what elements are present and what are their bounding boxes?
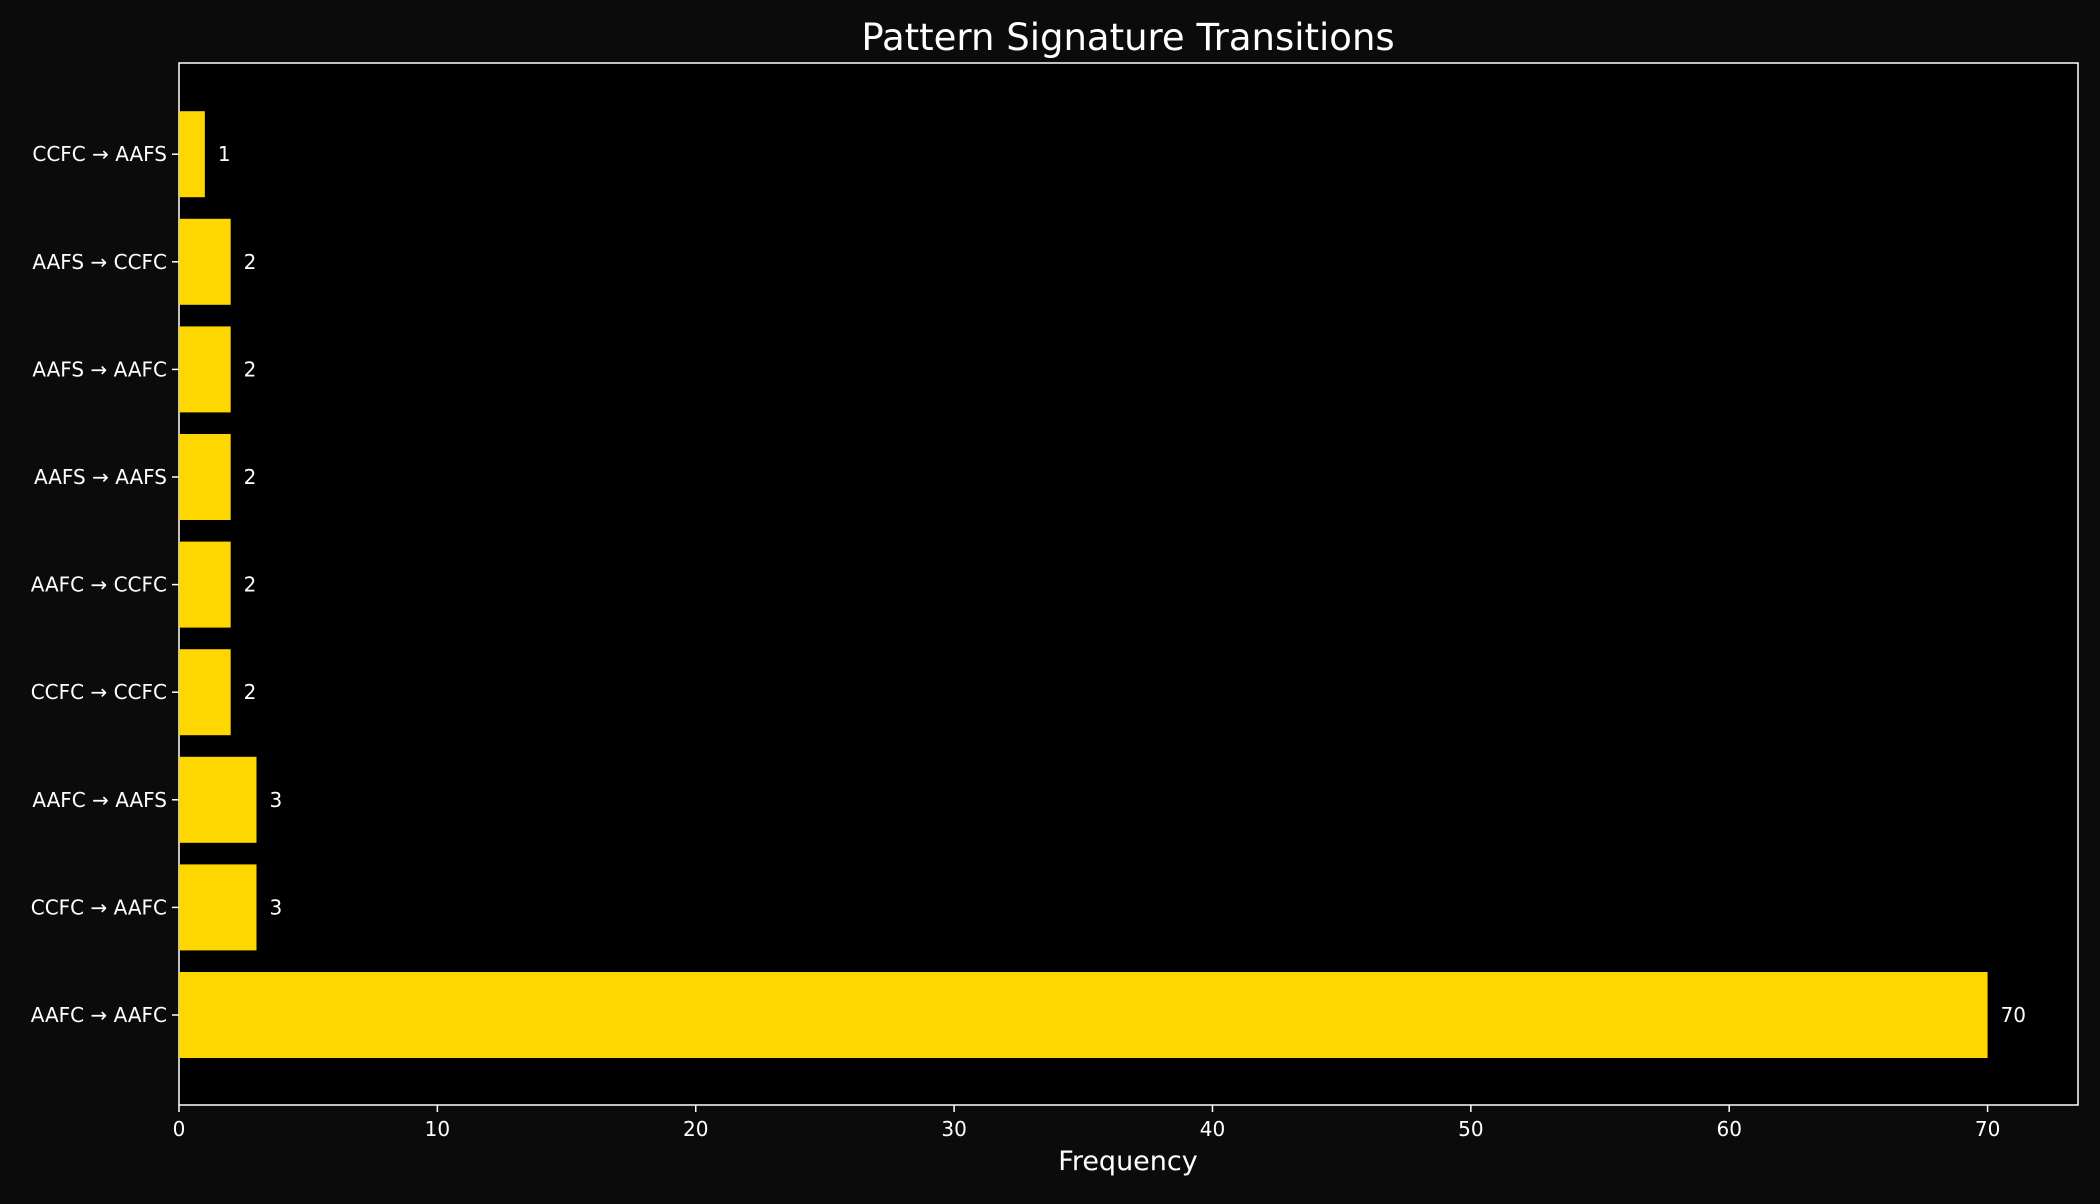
y-tick-label: CCFC → AAFS bbox=[32, 142, 167, 166]
x-tick-label: 50 bbox=[1458, 1117, 1483, 1141]
data-label: 1 bbox=[218, 142, 231, 166]
y-tick-label: AAFS → AAFC bbox=[32, 357, 167, 381]
bar bbox=[179, 111, 205, 198]
data-label: 3 bbox=[270, 788, 283, 812]
y-tick-label: AAFC → CCFC bbox=[31, 573, 167, 597]
bars-layer: 70 3 3 2 2 2 2 2 1 bbox=[179, 111, 2026, 1058]
bar bbox=[179, 326, 231, 413]
x-tick-label: 20 bbox=[683, 1117, 708, 1141]
y-tick-label: AAFS → AAFS bbox=[34, 465, 167, 489]
x-axis: 0 10 20 30 40 50 60 70 bbox=[173, 1105, 2000, 1141]
chart-title: Pattern Signature Transitions bbox=[861, 16, 1394, 59]
x-tick-label: 40 bbox=[1200, 1117, 1225, 1141]
data-label: 2 bbox=[244, 465, 257, 489]
data-label: 70 bbox=[2001, 1003, 2026, 1027]
y-axis: AAFC → AAFC CCFC → AAFC AAFC → AAFS CCFC → … bbox=[31, 142, 179, 1027]
data-label: 2 bbox=[244, 250, 257, 274]
x-tick-label: 10 bbox=[425, 1117, 450, 1141]
x-tick-label: 0 bbox=[173, 1117, 186, 1141]
x-tick-label: 30 bbox=[941, 1117, 966, 1141]
x-tick-label: 60 bbox=[1716, 1117, 1741, 1141]
bar bbox=[179, 218, 231, 305]
bar bbox=[179, 864, 257, 951]
y-tick-label: CCFC → CCFC bbox=[31, 680, 167, 704]
bar bbox=[179, 541, 231, 628]
y-tick-label: AAFC → AAFC bbox=[31, 1003, 167, 1027]
y-tick-label: AAFC → AAFS bbox=[32, 788, 167, 812]
x-tick-label: 70 bbox=[1975, 1117, 2000, 1141]
y-tick-label: AAFS → CCFC bbox=[32, 250, 167, 274]
data-label: 3 bbox=[270, 895, 283, 919]
plot-area bbox=[178, 62, 2079, 1106]
y-tick-label: CCFC → AAFC bbox=[31, 895, 167, 919]
data-label: 2 bbox=[244, 573, 257, 597]
bar bbox=[179, 972, 1988, 1058]
x-axis-label: Frequency bbox=[1058, 1146, 1198, 1177]
bar bbox=[179, 434, 231, 520]
data-label: 2 bbox=[244, 680, 257, 704]
data-label: 2 bbox=[244, 357, 257, 381]
bar bbox=[179, 756, 257, 843]
bar bbox=[179, 649, 231, 736]
